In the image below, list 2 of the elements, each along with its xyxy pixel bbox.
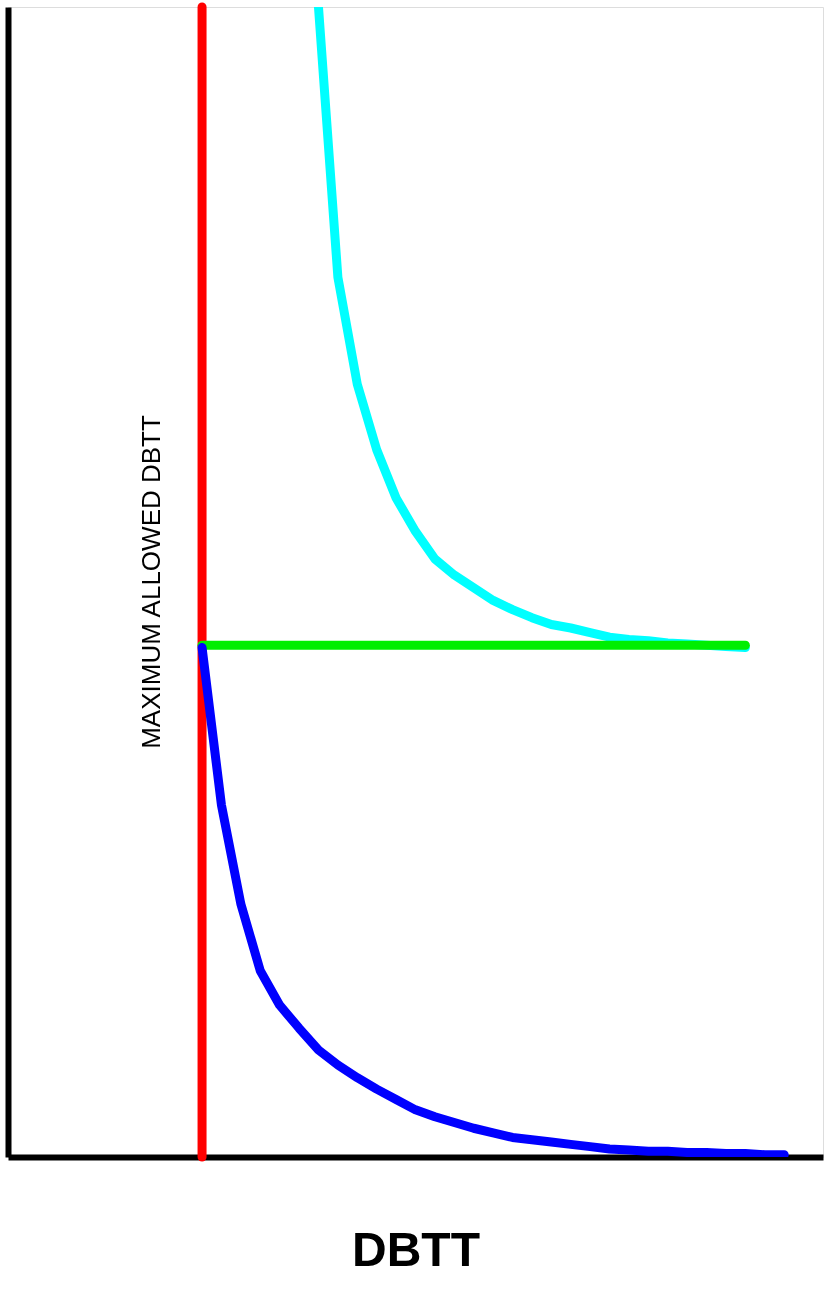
x-axis-title: DBTT [352,1222,480,1276]
annotation: MAXIMUM ALLOWED DBTT [136,415,167,749]
